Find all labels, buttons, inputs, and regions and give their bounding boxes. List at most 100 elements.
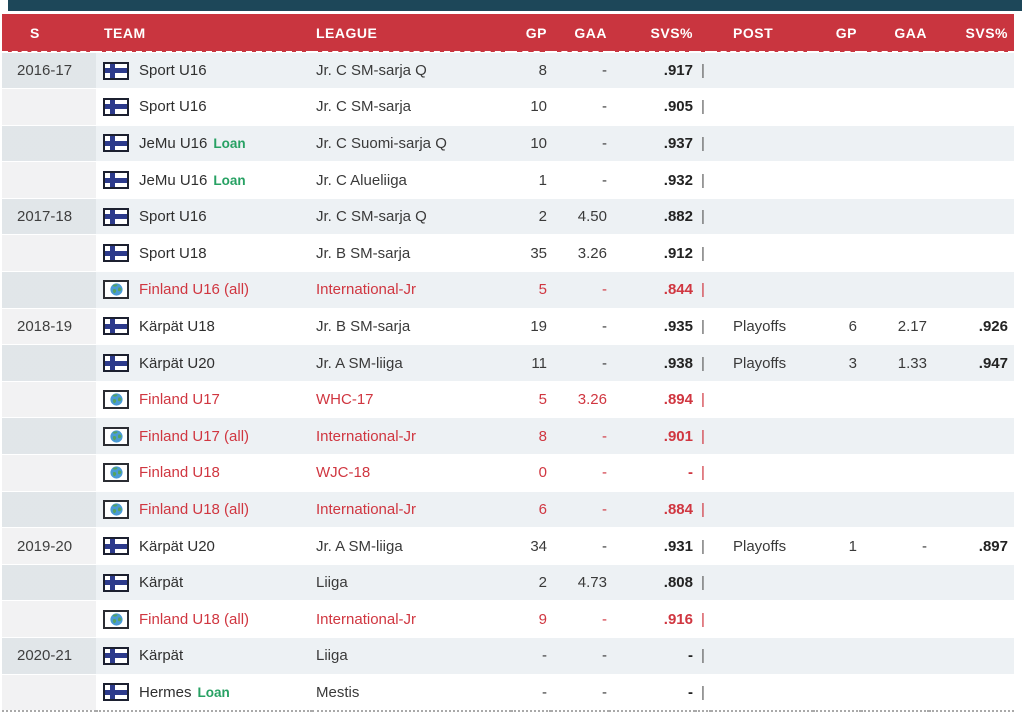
league-name[interactable]: Jr. A SM-liiga bbox=[312, 527, 511, 565]
team-name[interactable]: Finland U17 bbox=[139, 391, 220, 409]
team-cell: JeMu U16 Loan bbox=[96, 134, 312, 153]
league-name[interactable]: Liiga bbox=[312, 637, 511, 675]
post-gp-value bbox=[813, 88, 861, 126]
team-name[interactable]: Kärpät U20 bbox=[139, 537, 215, 555]
league-name[interactable]: Jr. B SM-sarja bbox=[312, 308, 511, 346]
col-header-svs: SVS% bbox=[609, 14, 695, 53]
post-gp-value bbox=[813, 381, 861, 419]
stats-row: Kärpät Liiga 2 4.73 .808 | bbox=[2, 564, 1014, 602]
column-separator: | bbox=[695, 637, 711, 675]
team-name[interactable]: Hermes bbox=[139, 683, 192, 701]
team-name[interactable]: Finland U18 bbox=[139, 464, 220, 482]
league-name[interactable]: WJC-18 bbox=[312, 454, 511, 492]
league-name[interactable]: International-Jr bbox=[312, 271, 511, 309]
column-separator: | bbox=[695, 198, 711, 236]
team-name[interactable]: Kärpät U20 bbox=[139, 354, 215, 372]
team-name[interactable]: Sport U16 bbox=[139, 208, 207, 226]
gp-value: 10 bbox=[511, 88, 551, 126]
league-name[interactable]: Jr. C SM-sarja bbox=[312, 88, 511, 126]
col-header-gp: GP bbox=[511, 14, 551, 53]
post-gaa-value bbox=[861, 600, 929, 638]
svs-value: .808 bbox=[609, 564, 695, 602]
svs-value: .894 bbox=[609, 381, 695, 419]
post-label bbox=[711, 52, 813, 90]
league-name[interactable]: Jr. B SM-sarja bbox=[312, 234, 511, 273]
league-name[interactable]: Liiga bbox=[312, 564, 511, 602]
post-gaa-value bbox=[861, 454, 929, 492]
globe-icon bbox=[103, 609, 129, 629]
svs-value: .901 bbox=[609, 417, 695, 456]
team-name[interactable]: Sport U18 bbox=[139, 244, 207, 262]
post-gp-value bbox=[813, 52, 861, 90]
stats-row: Finland U18 (all) International-Jr 6 - .… bbox=[2, 491, 1014, 529]
stats-row: Finland U16 (all) International-Jr 5 - .… bbox=[2, 271, 1014, 309]
league-name[interactable]: Jr. C Suomi-sarja Q bbox=[312, 125, 511, 163]
gp-value: 35 bbox=[511, 234, 551, 273]
post-gp-value bbox=[813, 491, 861, 529]
post-gaa-value: 2.17 bbox=[861, 308, 929, 346]
gaa-value: - bbox=[551, 417, 609, 456]
stats-row: Finland U17 (all) International-Jr 8 - .… bbox=[2, 417, 1014, 456]
league-name[interactable]: Mestis bbox=[312, 674, 511, 712]
column-separator: | bbox=[695, 344, 711, 382]
league-name[interactable]: Jr. C SM-sarja Q bbox=[312, 52, 511, 90]
post-gaa-value bbox=[861, 271, 929, 309]
column-separator: | bbox=[695, 491, 711, 529]
gaa-value: - bbox=[551, 600, 609, 638]
gaa-value: - bbox=[551, 527, 609, 565]
col-header-post-gaa: GAA bbox=[861, 14, 929, 53]
league-name[interactable]: International-Jr bbox=[312, 600, 511, 638]
league-name[interactable]: International-Jr bbox=[312, 417, 511, 456]
team-name[interactable]: Sport U16 bbox=[139, 98, 207, 116]
post-gp-value bbox=[813, 454, 861, 492]
post-gaa-value bbox=[861, 125, 929, 163]
finland-flag-icon bbox=[103, 134, 129, 153]
col-header-team: TEAM bbox=[96, 14, 312, 53]
team-name[interactable]: Finland U16 (all) bbox=[139, 281, 250, 299]
team-name[interactable]: JeMu U16 bbox=[139, 134, 208, 152]
team-name[interactable]: Finland U18 (all) bbox=[139, 500, 250, 518]
finland-flag-icon bbox=[103, 244, 129, 263]
gp-value: 5 bbox=[511, 271, 551, 309]
column-separator: | bbox=[695, 125, 711, 163]
league-name[interactable]: Jr. C SM-sarja Q bbox=[312, 198, 511, 236]
league-name[interactable]: WHC-17 bbox=[312, 381, 511, 419]
finland-flag-icon bbox=[103, 171, 129, 190]
post-svs-value bbox=[929, 161, 1014, 199]
gp-value: 5 bbox=[511, 381, 551, 419]
gp-value: 11 bbox=[511, 344, 551, 382]
svs-value: .905 bbox=[609, 88, 695, 126]
post-gp-value bbox=[813, 637, 861, 675]
svs-value: .844 bbox=[609, 271, 695, 309]
post-gaa-value: - bbox=[861, 527, 929, 565]
team-name[interactable]: Sport U16 bbox=[139, 62, 207, 80]
post-label bbox=[711, 417, 813, 456]
col-header-separator bbox=[695, 14, 711, 53]
finland-flag-icon bbox=[103, 646, 129, 665]
stats-row: Finland U17 WHC-17 5 3.26 .894 | bbox=[2, 381, 1014, 419]
svs-value: .917 bbox=[609, 52, 695, 90]
gaa-value: - bbox=[551, 637, 609, 675]
stats-row: Sport U18 Jr. B SM-sarja 35 3.26 .912 | bbox=[2, 234, 1014, 273]
loan-badge: Loan bbox=[197, 684, 230, 700]
team-name[interactable]: Kärpät bbox=[139, 647, 184, 665]
globe-icon bbox=[103, 499, 129, 519]
post-label bbox=[711, 600, 813, 638]
post-label bbox=[711, 125, 813, 163]
league-name[interactable]: International-Jr bbox=[312, 491, 511, 529]
col-header-league: LEAGUE bbox=[312, 14, 511, 53]
team-name[interactable]: JeMu U16 bbox=[139, 171, 208, 189]
post-svs-value bbox=[929, 491, 1014, 529]
team-name[interactable]: Finland U17 (all) bbox=[139, 427, 250, 445]
column-separator: | bbox=[695, 600, 711, 638]
gp-value: 2 bbox=[511, 564, 551, 602]
team-name[interactable]: Kärpät bbox=[139, 574, 184, 592]
team-name[interactable]: Kärpät U18 bbox=[139, 317, 215, 335]
league-name[interactable]: Jr. A SM-liiga bbox=[312, 344, 511, 382]
svs-value: .932 bbox=[609, 161, 695, 199]
season-cell bbox=[2, 271, 96, 309]
team-name[interactable]: Finland U18 (all) bbox=[139, 610, 250, 628]
league-name[interactable]: Jr. C Alueliiga bbox=[312, 161, 511, 199]
svs-value: .931 bbox=[609, 527, 695, 565]
team-cell: Hermes Loan bbox=[96, 683, 312, 702]
